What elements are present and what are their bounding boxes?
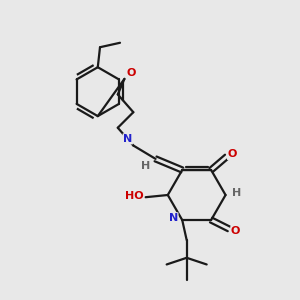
Text: N: N	[169, 213, 178, 223]
Text: O: O	[126, 68, 136, 78]
Text: O: O	[227, 149, 237, 159]
Text: HO: HO	[125, 191, 144, 201]
Text: H: H	[232, 188, 241, 198]
Text: O: O	[231, 226, 240, 236]
Text: H: H	[141, 160, 150, 170]
Text: N: N	[123, 134, 132, 144]
